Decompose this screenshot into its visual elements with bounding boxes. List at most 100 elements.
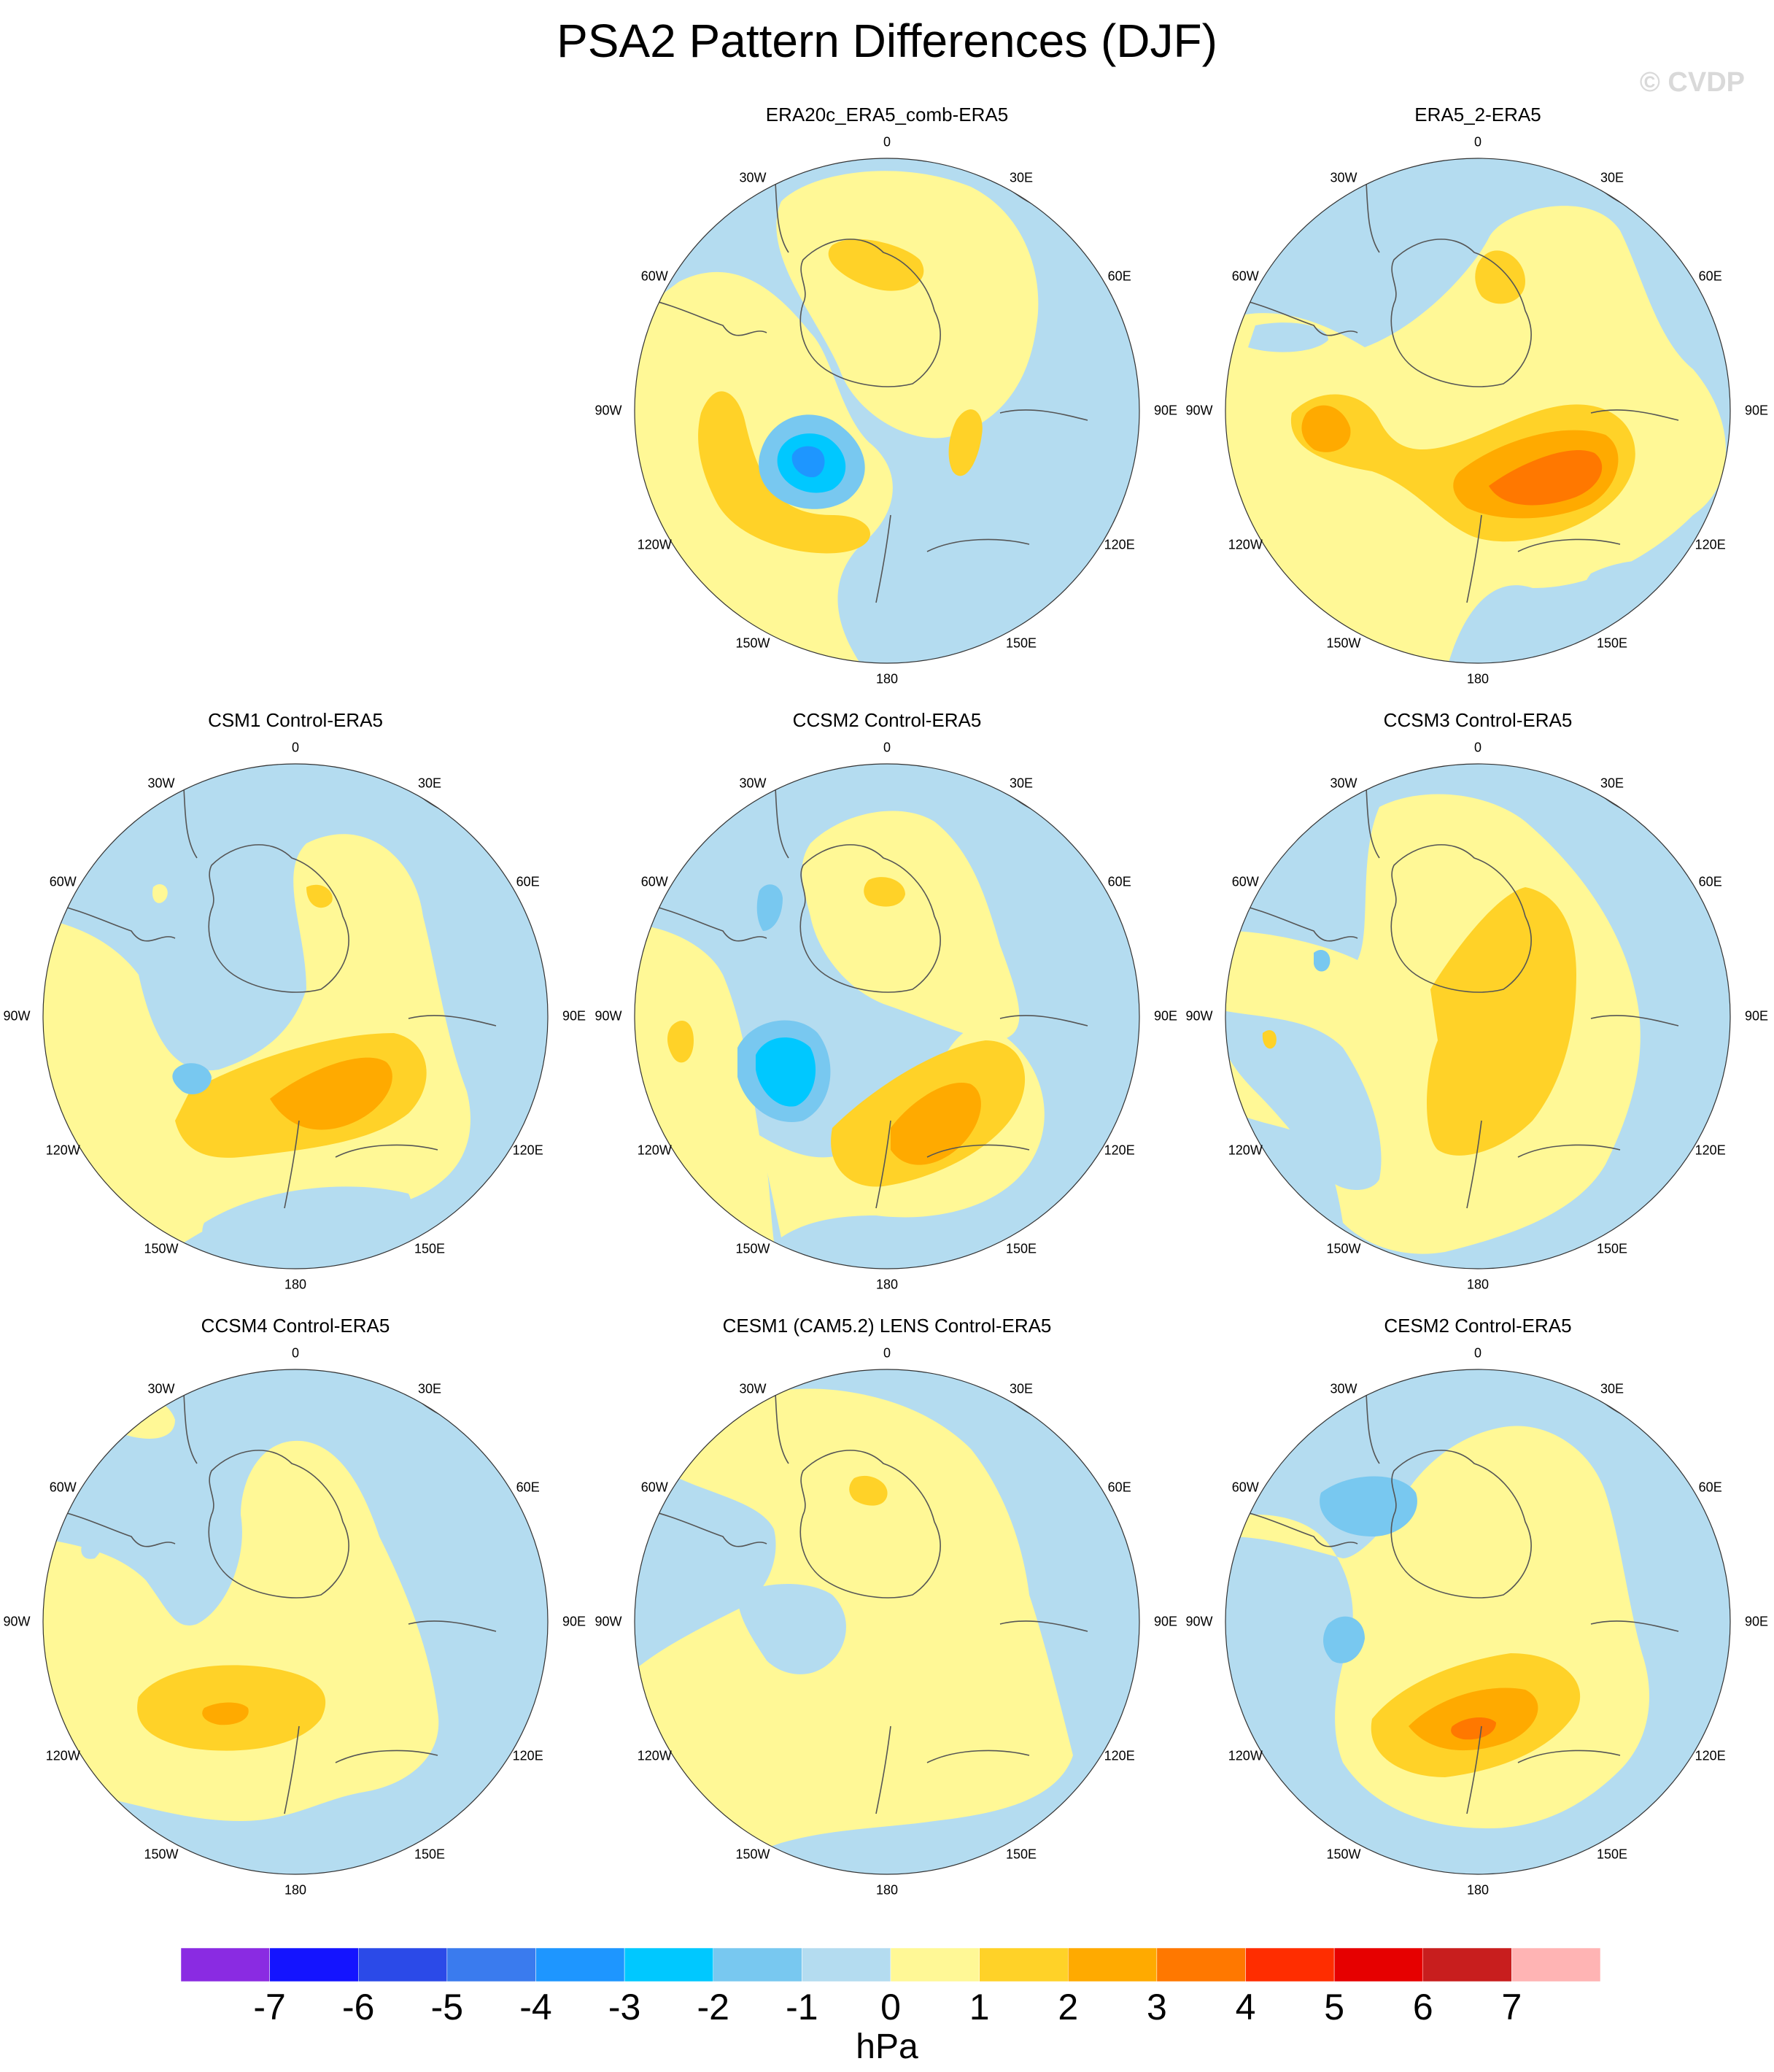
colorbar-box	[890, 1948, 980, 1982]
longitude-label: 60W	[49, 1480, 77, 1495]
longitude-label: 90W	[1185, 1614, 1213, 1629]
longitude-label: 30E	[1600, 1381, 1624, 1396]
longitude-label: 90W	[594, 1008, 622, 1024]
panel-title: CSM1 Control-ERA5	[208, 709, 383, 731]
longitude-label: 120W	[45, 1748, 80, 1763]
colorbar-tick-label: 6	[1412, 1987, 1433, 2027]
longitude-label: 150E	[1596, 1241, 1628, 1256]
polar-map	[1225, 158, 1731, 664]
contour-region	[698, 391, 871, 554]
longitude-label: 90E	[1744, 403, 1769, 418]
longitude-label: 180	[875, 1882, 899, 1898]
polar-map	[42, 1369, 549, 1875]
map-panel: CESM1 (CAM5.2) LENS Control-ERA5 0 30E 60E 9…	[592, 1315, 1182, 1901]
map-border	[634, 763, 1140, 1269]
longitude-label: 30W	[147, 776, 175, 791]
colorbar-box	[802, 1948, 891, 1982]
contour-region	[1225, 1011, 1382, 1190]
panel-title: ERA20c_ERA5_comb-ERA5	[765, 104, 1009, 125]
contour-region	[756, 1037, 816, 1107]
contour-region	[101, 1397, 175, 1439]
longitude-label: 180	[875, 671, 899, 687]
longitude-label: 150W	[144, 1847, 179, 1862]
contour-region	[152, 884, 168, 903]
contour-region	[1248, 322, 1328, 352]
colorbar-box	[1422, 1948, 1512, 1982]
colorbar-box	[624, 1948, 713, 1982]
contour-region	[81, 1534, 103, 1559]
polar-map	[634, 1369, 1140, 1875]
longitude-label: 180	[1466, 671, 1490, 687]
contour-region	[1262, 1029, 1277, 1049]
longitude-label: 90E	[1153, 1614, 1178, 1629]
longitude-label: 0	[1473, 740, 1482, 755]
colorbar-tick-label: -4	[519, 1987, 552, 2027]
longitude-label: 60E	[1107, 1480, 1131, 1495]
longitude-label: 60W	[640, 874, 668, 889]
longitude-label: 150E	[1005, 635, 1037, 651]
longitude-label: 150W	[1326, 1241, 1361, 1256]
map-border	[42, 763, 549, 1269]
map-panel: CESM2 Control-ERA5 0 30E 60E 90E 120E 150E 180 1…	[1182, 1315, 1773, 1901]
contour-region	[828, 239, 924, 291]
colorbar-tick-label: 4	[1235, 1987, 1256, 2027]
longitude-label: 0	[1473, 1345, 1482, 1361]
contour-region	[202, 1186, 412, 1269]
longitude-label: 150E	[414, 1847, 446, 1862]
longitude-label: 150E	[1596, 635, 1628, 651]
map-border	[634, 1369, 1140, 1875]
colorbar-box	[446, 1948, 536, 1982]
longitude-label: 30E	[1009, 170, 1034, 185]
longitude-label: 30W	[1330, 1381, 1357, 1396]
longitude-label: 30W	[147, 1381, 175, 1396]
longitude-label: 90E	[1153, 403, 1178, 418]
colorbar-tick-label: -3	[608, 1987, 641, 2027]
contour-region	[1475, 250, 1525, 304]
colorbar-box	[1156, 1948, 1246, 1982]
longitude-label: 0	[883, 740, 891, 755]
longitude-label: 0	[883, 134, 891, 150]
longitude-label: 60W	[640, 268, 668, 284]
longitude-label: 150W	[735, 635, 770, 651]
longitude-label: 30E	[1600, 170, 1624, 185]
colorbar-tick-label: 7	[1501, 1987, 1522, 2027]
colorbar-tick-label: -2	[697, 1987, 729, 2027]
contour-region	[43, 1440, 439, 1821]
colorbar-tick-label: -7	[253, 1987, 286, 2027]
longitude-label: 30E	[417, 1381, 442, 1396]
longitude-label: 180	[1466, 1882, 1490, 1898]
longitude-label: 0	[291, 1345, 300, 1361]
longitude-label: 120E	[1694, 537, 1726, 552]
colorbar-tick-label: 5	[1324, 1987, 1345, 2027]
map-panel: CCSM4 Control-ERA5 0 30E 60E 90E 120E 150E 180 1…	[0, 1315, 591, 1901]
colorbar-box	[1068, 1948, 1158, 1982]
longitude-label: 120W	[1228, 1748, 1263, 1763]
longitude-label: 0	[883, 1345, 891, 1361]
contour-region	[891, 1083, 981, 1165]
longitude-label: 120W	[45, 1143, 80, 1158]
longitude-label: 90E	[1744, 1614, 1769, 1629]
contour-region	[43, 834, 470, 1269]
longitude-label: 60E	[1107, 268, 1131, 284]
longitude-label: 90W	[1185, 403, 1213, 418]
longitude-label: 150W	[735, 1847, 770, 1862]
longitude-label: 90E	[1153, 1008, 1178, 1024]
longitude-label: 120W	[1228, 537, 1263, 552]
colorbar-tick-label: 1	[969, 1987, 990, 2027]
longitude-label: 60E	[516, 874, 540, 889]
longitude-label: 60E	[1698, 874, 1722, 889]
longitude-label: 150W	[1326, 635, 1361, 651]
longitude-label: 120E	[512, 1143, 543, 1158]
longitude-label: 30W	[739, 1381, 767, 1396]
longitude-label: 30E	[1009, 776, 1034, 791]
colorbar-box	[269, 1948, 359, 1982]
colorbar-box	[1333, 1948, 1423, 1982]
colorbar-box	[979, 1948, 1069, 1982]
contour-region	[1451, 1717, 1496, 1740]
longitude-label: 60E	[1698, 1480, 1722, 1495]
longitude-label: 90W	[1185, 1008, 1213, 1024]
polar-map	[1225, 763, 1731, 1269]
longitude-label: 120E	[1694, 1143, 1726, 1158]
map-panel: CSM1 Control-ERA5 0 30E 60E 90E 120E 150E 180 15…	[0, 709, 591, 1296]
map-border	[634, 158, 1140, 664]
